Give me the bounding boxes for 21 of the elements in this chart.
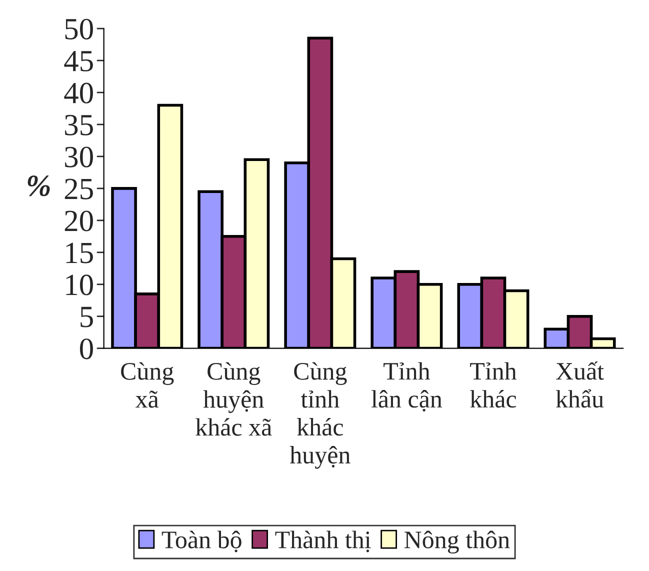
y-tick-label: 15 [66, 242, 93, 264]
y-tick-label: 30 [65, 146, 93, 168]
y-tick-label: 25 [64, 178, 93, 200]
legend-label: Thành thị [275, 530, 371, 552]
y-tick-label: 45 [64, 51, 93, 72]
y-tick-label: 50 [65, 18, 93, 40]
x-tick-label: Tỉnh khác [470, 362, 517, 408]
x-tick-label: Tỉnh lân cận [371, 362, 442, 412]
x-tick-label: Cùng xã [121, 362, 174, 408]
x-tick-label: Xuất khẩu [556, 361, 604, 408]
x-tick-label: Cùng tỉnh khác huyện [290, 362, 350, 469]
y-tick-label: 40 [64, 82, 93, 104]
y-tick-label: 0 [80, 338, 93, 360]
x-tick-label: Cùng huyện khác xã [196, 362, 272, 436]
y-axis-title: % [28, 175, 50, 196]
y-tick-label: 35 [65, 114, 93, 136]
y-tick-label: 5 [80, 306, 93, 328]
y-tick-label: 20 [64, 210, 93, 232]
legend-label: Toàn bộ [162, 530, 242, 552]
legend-label: Nông thôn [404, 530, 510, 554]
y-tick-label: 10 [66, 274, 93, 296]
